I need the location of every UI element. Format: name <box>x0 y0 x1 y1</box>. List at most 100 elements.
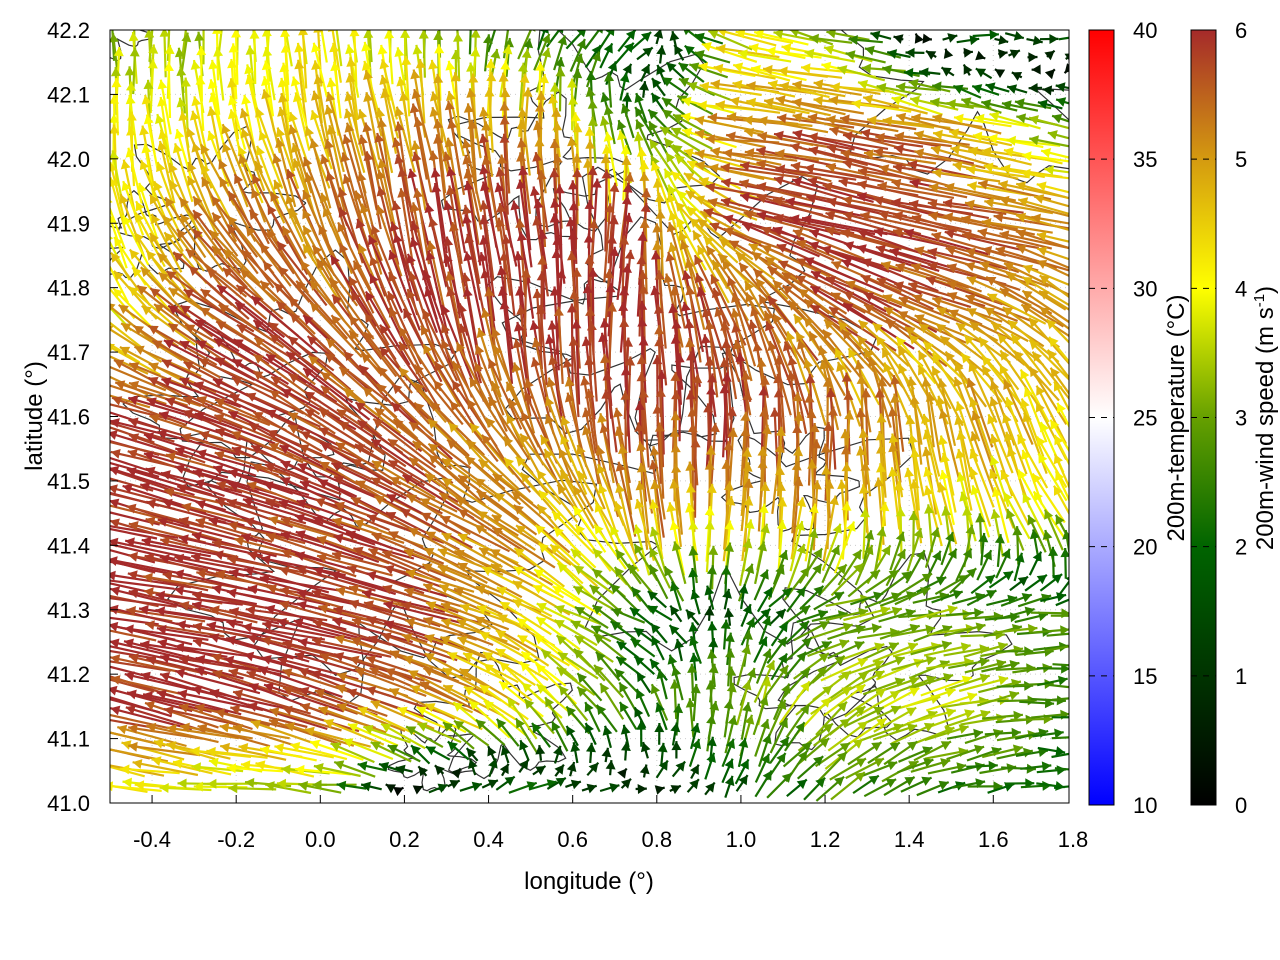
wind-vector <box>324 139 346 213</box>
wind-vector-head <box>775 95 786 106</box>
wind-vector-head <box>620 103 631 114</box>
wind-vector-head <box>638 336 649 346</box>
wind-vector-shaft <box>468 30 472 55</box>
wind-vector <box>228 43 239 100</box>
wind-vector-head <box>139 160 149 171</box>
wind-vector-head <box>882 116 893 126</box>
wind-vector-head <box>218 14 228 24</box>
wind-vector <box>207 79 224 135</box>
wind-vector <box>326 124 345 193</box>
wind-vector-shaft <box>115 78 119 136</box>
wind-vector <box>418 30 429 78</box>
wind-vector-head <box>584 200 595 209</box>
wind-vector-head <box>660 127 671 136</box>
wind-vector-shaft <box>775 97 846 116</box>
wind-vector-shaft <box>129 126 136 187</box>
wind-vector-head <box>818 345 828 356</box>
wind-vector <box>277 106 296 172</box>
wind-vector <box>189 110 209 172</box>
wind-vector-shaft <box>376 132 396 210</box>
wind-vector-head <box>744 127 755 138</box>
wind-vector-head <box>749 43 759 53</box>
wind-vector-head <box>664 168 674 179</box>
wind-vector-shaft <box>311 109 333 170</box>
wind-vector-head <box>95 379 105 389</box>
wind-vector-head <box>181 32 192 43</box>
wind-vector-head <box>804 393 815 403</box>
wind-vector-head <box>124 66 135 76</box>
wind-vector <box>1021 151 1069 163</box>
wind-vector-shaft <box>280 77 291 136</box>
wind-vector-shaft <box>470 119 478 194</box>
wind-vector <box>757 116 829 134</box>
wind-vector-head <box>891 95 902 106</box>
wind-vector-head <box>774 130 784 141</box>
wind-vector-head <box>967 181 977 192</box>
wind-vector-head <box>622 63 632 75</box>
wind-vector <box>684 44 708 65</box>
wind-vector-head <box>110 449 121 459</box>
wind-vector <box>989 111 1041 130</box>
wind-vector-head <box>490 49 501 59</box>
wind-vector-shaft <box>221 123 250 188</box>
wind-vector-head <box>1074 32 1084 42</box>
wind-vector-shaft <box>335 30 343 67</box>
wind-vector-head <box>649 139 659 150</box>
wind-vector-head <box>157 97 167 107</box>
wind-vector <box>1021 168 1069 180</box>
wind-vector <box>1004 31 1025 41</box>
wind-vector-head <box>345 73 356 83</box>
wind-vector-head <box>237 146 247 157</box>
wind-vector-shaft <box>437 44 442 101</box>
wind-vector-head <box>499 115 510 125</box>
wind-vector-head <box>757 131 768 142</box>
wind-vector <box>614 42 635 65</box>
wind-vector-shaft <box>435 134 448 211</box>
wind-vector-head <box>662 97 673 108</box>
wind-vector-shaft <box>1049 367 1069 396</box>
wind-vector-head <box>345 44 355 55</box>
wind-vector-shaft <box>331 30 342 83</box>
wind-vector-head <box>552 121 563 131</box>
wind-vector <box>228 95 247 150</box>
wind-vector-head <box>950 144 961 155</box>
wind-vector-head <box>549 82 560 92</box>
wind-vector-shaft <box>364 122 382 197</box>
wind-vector-head <box>1044 50 1055 61</box>
wind-vector-shaft <box>763 99 831 117</box>
wind-vector <box>826 30 870 41</box>
wind-vector-shaft <box>310 138 332 209</box>
wind-vector-head <box>96 292 106 302</box>
wind-vector <box>349 30 360 86</box>
wind-vector-head <box>213 47 224 57</box>
wind-vector-head <box>113 46 124 57</box>
wind-vector <box>139 125 155 187</box>
wind-vector-head <box>261 60 272 71</box>
wind-vector-shaft <box>557 306 564 384</box>
wind-vector-head <box>275 127 286 138</box>
wind-vector-head <box>968 146 979 157</box>
wind-vector-shaft <box>264 60 275 117</box>
wind-vector <box>565 30 586 50</box>
wind-vector <box>716 30 777 47</box>
wind-vector-head <box>255 107 265 118</box>
wind-vector-head <box>792 80 803 91</box>
wind-vector-head <box>233 16 243 25</box>
wind-vector-head <box>894 131 905 142</box>
wind-vector <box>994 35 1009 45</box>
wind-vector <box>394 47 409 101</box>
wind-vector-head <box>790 30 799 37</box>
wind-vector-shaft <box>1021 153 1069 163</box>
wind-vector <box>932 113 1002 135</box>
wind-vector-shaft <box>343 134 368 209</box>
wind-vector <box>1047 130 1069 140</box>
wind-vector-shaft <box>710 149 782 166</box>
wind-vector-head <box>926 51 937 60</box>
wind-vector <box>656 45 667 64</box>
wind-vector-shaft <box>328 124 345 193</box>
wind-vector-head <box>207 106 217 117</box>
wind-vector-head <box>684 45 695 56</box>
wind-vector-head <box>773 175 784 186</box>
wind-vector-head <box>663 273 674 284</box>
wind-vector-head <box>863 94 874 105</box>
